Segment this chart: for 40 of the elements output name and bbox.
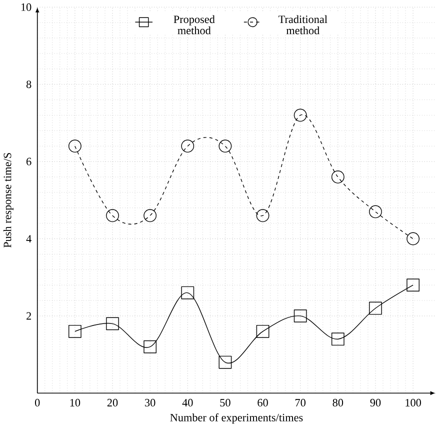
point — [144, 340, 157, 354]
point — [294, 108, 307, 122]
x-tick-label: 30 — [145, 398, 156, 406]
x-tick-label: 60 — [258, 398, 268, 406]
x-tick-label: 100 — [406, 398, 421, 406]
point — [331, 170, 344, 184]
y-tick-label: 4 — [26, 235, 32, 242]
point — [144, 209, 157, 222]
y-axis-title: Push response time/S — [3, 153, 14, 248]
x-tick-label: 20 — [107, 398, 118, 406]
x-tick-label: 70 — [296, 398, 306, 406]
point — [218, 140, 232, 153]
point — [406, 232, 420, 246]
point — [331, 332, 344, 346]
point — [406, 278, 420, 292]
x-tick-label: 0 — [35, 398, 40, 406]
legend-label: Proposed method — [174, 15, 215, 34]
point — [369, 302, 382, 315]
y-tick-label: 6 — [26, 158, 32, 166]
x-axis-title: Number of experiments/times — [170, 413, 303, 424]
point — [106, 209, 119, 222]
point — [256, 209, 270, 222]
x-tick-label: 90 — [370, 398, 381, 406]
y-tick-label: 8 — [26, 80, 32, 88]
point — [256, 324, 270, 338]
x-tick-label: 10 — [70, 398, 80, 406]
point — [68, 140, 82, 153]
x-tick-label: 50 — [220, 398, 230, 406]
legend-label: Traditional method — [278, 15, 328, 34]
point — [369, 205, 382, 218]
y-tick-label: 10 — [21, 3, 32, 11]
point — [106, 317, 119, 330]
point — [68, 324, 82, 338]
x-tick-label: 80 — [332, 398, 344, 406]
point — [218, 356, 232, 369]
point — [181, 286, 194, 300]
x-tick-label: 40 — [182, 398, 193, 406]
point — [181, 140, 194, 153]
point — [294, 310, 307, 322]
y-tick-label: 2 — [26, 312, 32, 320]
